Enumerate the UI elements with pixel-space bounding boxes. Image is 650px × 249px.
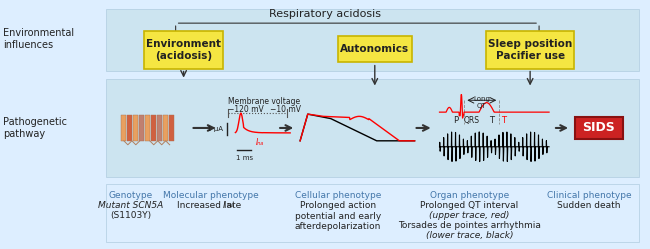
Text: (lower trace, black): (lower trace, black) <box>426 231 513 240</box>
Bar <box>145 115 150 141</box>
Text: Cellular phenotype: Cellular phenotype <box>294 191 381 200</box>
Bar <box>144 31 224 69</box>
Text: Autonomics: Autonomics <box>340 44 410 54</box>
Text: Respiratory acidosis: Respiratory acidosis <box>269 9 381 19</box>
Bar <box>106 78 639 177</box>
Text: Molecular phenotype: Molecular phenotype <box>162 191 258 200</box>
Text: Environment
(acidosis): Environment (acidosis) <box>146 39 221 61</box>
Text: Pathogenetic
pathway: Pathogenetic pathway <box>3 117 68 139</box>
Bar <box>168 115 174 141</box>
Text: Long
QT: Long QT <box>473 96 489 109</box>
Text: I: I <box>223 201 226 210</box>
Text: (S1103Y): (S1103Y) <box>111 211 151 220</box>
Text: Torsades de pointes arrhythmia: Torsades de pointes arrhythmia <box>398 221 541 230</box>
Text: Sleep position
Pacifier use: Sleep position Pacifier use <box>488 39 572 61</box>
Text: Organ phenotype: Organ phenotype <box>430 191 509 200</box>
Text: T: T <box>489 116 494 124</box>
Text: P: P <box>453 116 458 124</box>
Bar <box>486 31 574 69</box>
Text: Clinical phenotype: Clinical phenotype <box>547 191 631 200</box>
Bar <box>127 115 132 141</box>
Bar <box>139 115 144 141</box>
Bar <box>157 115 162 141</box>
Bar <box>121 115 126 141</box>
Text: −10 mV: −10 mV <box>270 105 301 114</box>
Text: (upper trace, red): (upper trace, red) <box>429 211 510 220</box>
Bar <box>338 36 411 62</box>
Bar <box>133 115 138 141</box>
Bar <box>106 9 639 71</box>
Text: Prolonged QT interval: Prolonged QT interval <box>421 201 519 210</box>
Bar <box>162 115 168 141</box>
Bar <box>106 184 639 242</box>
Text: Prolonged action
potential and early
afterdepolarization: Prolonged action potential and early aft… <box>294 201 381 231</box>
Text: Increased late: Increased late <box>177 201 244 210</box>
Text: 1 μA: 1 μA <box>207 126 224 132</box>
Text: 1 ms: 1 ms <box>236 155 253 161</box>
Text: −120 mV: −120 mV <box>228 105 264 114</box>
Text: QRS: QRS <box>463 116 479 124</box>
Text: Genotype: Genotype <box>109 191 153 200</box>
Text: Environmental
influences: Environmental influences <box>3 28 75 50</box>
Bar <box>151 115 156 141</box>
Text: Na: Na <box>226 203 235 208</box>
Text: Iₙₐ: Iₙₐ <box>256 138 265 147</box>
Bar <box>575 117 623 139</box>
Text: Sudden death: Sudden death <box>557 201 621 210</box>
Text: T: T <box>500 116 506 124</box>
Text: Membrane voltage: Membrane voltage <box>228 97 300 106</box>
Text: Mutant SCN5A: Mutant SCN5A <box>98 201 163 210</box>
Text: SIDS: SIDS <box>582 122 615 134</box>
